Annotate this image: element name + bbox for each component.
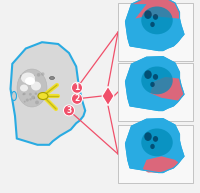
Ellipse shape: [12, 91, 16, 101]
Ellipse shape: [144, 10, 152, 19]
Ellipse shape: [153, 136, 158, 142]
Circle shape: [29, 93, 32, 96]
Text: 3: 3: [66, 106, 72, 115]
Circle shape: [64, 105, 74, 116]
Circle shape: [39, 96, 41, 97]
Circle shape: [30, 79, 32, 80]
Ellipse shape: [150, 22, 155, 27]
Circle shape: [20, 76, 23, 78]
Circle shape: [72, 93, 83, 104]
Circle shape: [27, 73, 31, 76]
Circle shape: [29, 98, 32, 101]
Ellipse shape: [50, 76, 54, 80]
Circle shape: [34, 75, 35, 76]
Ellipse shape: [141, 129, 173, 156]
Circle shape: [41, 72, 44, 76]
FancyBboxPatch shape: [118, 125, 193, 183]
Circle shape: [32, 85, 33, 86]
Polygon shape: [143, 156, 179, 173]
Ellipse shape: [153, 14, 158, 20]
Ellipse shape: [153, 74, 158, 80]
Text: 2: 2: [74, 94, 80, 103]
Polygon shape: [102, 86, 114, 106]
Polygon shape: [126, 57, 184, 111]
Circle shape: [35, 100, 39, 104]
Circle shape: [20, 75, 22, 77]
Polygon shape: [126, 119, 184, 173]
Polygon shape: [150, 77, 184, 101]
Circle shape: [31, 96, 35, 99]
Circle shape: [23, 93, 26, 95]
Circle shape: [24, 101, 26, 103]
Circle shape: [26, 99, 29, 102]
Text: 1: 1: [74, 83, 80, 92]
Circle shape: [72, 82, 83, 93]
Ellipse shape: [31, 81, 41, 91]
Circle shape: [37, 73, 40, 77]
FancyBboxPatch shape: [118, 63, 193, 121]
FancyBboxPatch shape: [118, 3, 193, 61]
Circle shape: [34, 97, 35, 98]
Ellipse shape: [141, 66, 173, 94]
Circle shape: [35, 92, 37, 95]
Circle shape: [22, 93, 24, 95]
Ellipse shape: [144, 70, 152, 79]
Ellipse shape: [25, 77, 35, 85]
Ellipse shape: [21, 73, 35, 84]
Polygon shape: [126, 0, 180, 22]
Polygon shape: [126, 0, 184, 51]
Ellipse shape: [141, 7, 173, 34]
Ellipse shape: [17, 69, 47, 107]
Ellipse shape: [38, 92, 48, 100]
Ellipse shape: [144, 132, 152, 141]
Polygon shape: [10, 42, 85, 145]
Ellipse shape: [20, 85, 28, 91]
Ellipse shape: [150, 82, 155, 87]
Circle shape: [34, 98, 35, 99]
Ellipse shape: [150, 144, 155, 149]
